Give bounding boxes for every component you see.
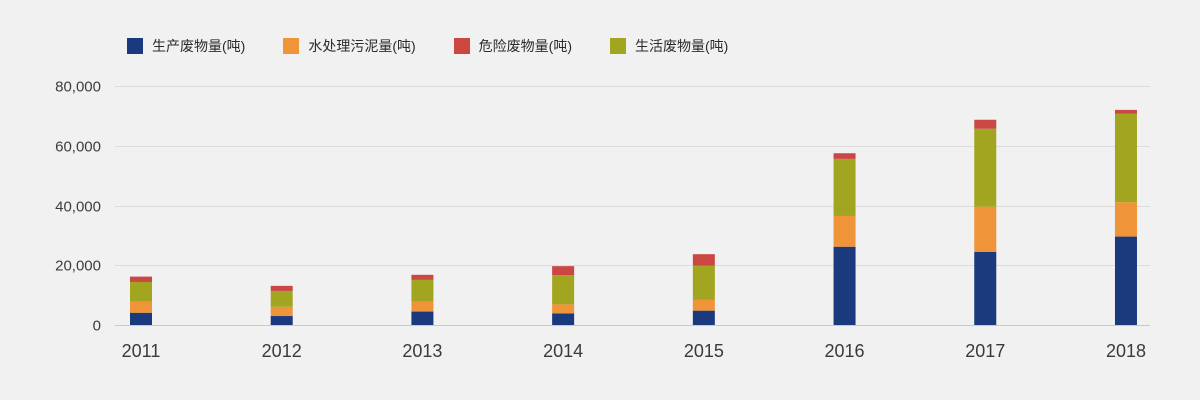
x-axis-label: 2018 — [1106, 341, 1146, 361]
bar-segment-hazardous-waste-2014 — [552, 266, 575, 276]
bar-segment-domestic-waste-2018 — [1114, 113, 1137, 203]
bar-segment-hazardous-waste-2018 — [1114, 109, 1137, 114]
x-axis-label: 2014 — [543, 341, 583, 361]
bar-segment-domestic-waste-2015 — [692, 265, 715, 300]
bar-segment-hazardous-waste-2012 — [270, 285, 293, 291]
bar-segment-hazardous-waste-2017 — [974, 119, 997, 129]
bar-segment-production-waste-2014 — [552, 313, 575, 325]
chart-legend: 生产废物量(吨) 水处理污泥量(吨) 危险废物量(吨) 生活废物量(吨) — [127, 36, 728, 56]
bar-segment-domestic-waste-2016 — [833, 158, 856, 216]
bar-segment-sludge-2014 — [552, 304, 575, 314]
y-axis-tick-label: 20,000 — [55, 258, 101, 275]
y-axis-tick-label: 60,000 — [55, 139, 101, 156]
bar-segment-production-waste-2013 — [411, 311, 434, 325]
bar-segment-hazardous-waste-2013 — [411, 274, 434, 280]
x-axis-label: 2013 — [402, 341, 442, 361]
bar-segment-sludge-2016 — [833, 215, 856, 247]
bar-segment-domestic-waste-2014 — [552, 275, 575, 305]
legend-label: 生产废物量(吨) — [152, 38, 246, 54]
bar-segment-production-waste-2012 — [270, 316, 293, 325]
bar-segment-domestic-waste-2012 — [270, 290, 293, 307]
x-axis-label: 2012 — [262, 341, 302, 361]
legend-swatch-domestic-waste — [609, 38, 626, 54]
x-axis-label: 2017 — [965, 341, 1005, 361]
bar-segment-hazardous-waste-2015 — [692, 254, 715, 266]
x-axis-label: 2016 — [825, 341, 865, 361]
legend-item-domestic-waste: 生活废物量(吨) — [609, 36, 729, 56]
legend-item-hazardous-waste: 危险废物量(吨) — [453, 36, 572, 56]
bar-segment-domestic-waste-2017 — [974, 128, 997, 207]
legend-item-production-waste: 生产废物量(吨) — [127, 36, 245, 56]
bar-segment-production-waste-2016 — [833, 246, 856, 325]
bar-segment-domestic-waste-2011 — [130, 281, 152, 302]
legend-swatch-production-waste — [127, 38, 143, 54]
legend-item-sludge: 水处理污泥量(吨) — [283, 36, 416, 56]
x-axis-label: 2015 — [684, 341, 724, 361]
bar-segment-domestic-waste-2013 — [411, 279, 434, 302]
y-axis-tick-label: 80,000 — [55, 79, 101, 96]
bar-segment-sludge-2015 — [692, 299, 715, 311]
bar-segment-production-waste-2011 — [130, 312, 152, 325]
legend-label: 危险废物量(吨) — [478, 38, 572, 54]
legend-swatch-sludge — [283, 38, 300, 54]
x-axis-label: 2011 — [122, 341, 161, 361]
bar-segment-production-waste-2018 — [1114, 236, 1137, 325]
bar-segment-sludge-2018 — [1114, 202, 1137, 237]
bar-segment-sludge-2017 — [974, 206, 997, 252]
bar-segment-production-waste-2017 — [974, 251, 997, 325]
legend-label: 水处理污泥量(吨) — [308, 38, 416, 54]
bar-segment-sludge-2013 — [411, 301, 434, 312]
legend-swatch-hazardous-waste — [453, 38, 470, 54]
y-axis-tick-label: 40,000 — [55, 199, 101, 216]
bar-segment-hazardous-waste-2016 — [833, 153, 856, 159]
bar-segment-sludge-2011 — [130, 301, 152, 313]
legend-label: 生活废物量(吨) — [634, 38, 729, 54]
bar-segment-sludge-2012 — [270, 306, 293, 317]
bar-segment-hazardous-waste-2011 — [130, 276, 152, 282]
y-axis-tick-label: 0 — [93, 318, 101, 335]
bar-segment-production-waste-2015 — [692, 310, 715, 325]
